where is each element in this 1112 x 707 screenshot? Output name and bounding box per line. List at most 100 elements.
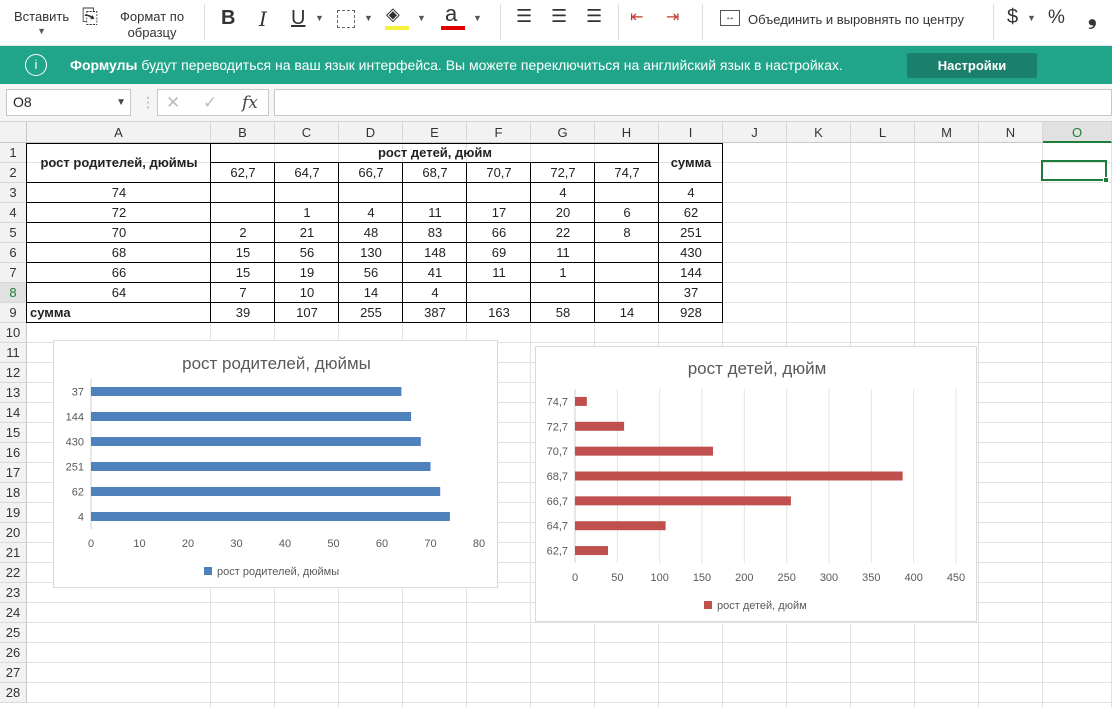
table-cell[interactable] [211, 203, 275, 223]
row-header-11[interactable]: 11 [0, 343, 27, 363]
table-cell[interactable]: 20 [555, 205, 571, 220]
column-total-cell[interactable]: 255 [360, 305, 382, 320]
cancel-icon[interactable]: ✕ [166, 93, 181, 112]
drag-handle-icon[interactable]: ⋮ [141, 94, 155, 110]
row-sum-cell[interactable]: 430 [680, 245, 702, 260]
table-cell[interactable]: 17 [491, 205, 507, 220]
column-total-cell[interactable]: 107 [296, 305, 318, 320]
row-header-10[interactable]: 10 [0, 323, 27, 343]
table-cell[interactable]: 6 [623, 205, 631, 220]
column-header-j[interactable]: J [723, 122, 787, 143]
row-header-19[interactable]: 19 [0, 503, 27, 523]
accept-icon[interactable]: ✓ [203, 93, 218, 112]
column-total-cell[interactable]: 387 [424, 305, 446, 320]
table-cell[interactable]: 8 [623, 225, 631, 240]
table-cell[interactable]: 4 [559, 185, 567, 200]
chevron-down-icon[interactable]: ▼ [116, 97, 126, 108]
table-cell[interactable]: 69 [491, 245, 507, 260]
table-cell[interactable]: 56 [363, 265, 379, 280]
column-header-g[interactable]: G [531, 122, 595, 143]
merge-center-icon[interactable]: ↔ [720, 10, 740, 26]
table-cell[interactable]: 1 [559, 265, 567, 280]
parent-height-cell[interactable]: 74 [111, 185, 127, 200]
column-header-l[interactable]: L [851, 122, 915, 143]
column-header-i[interactable]: I [659, 122, 723, 143]
table-cell[interactable]: 130 [360, 245, 382, 260]
row-header-18[interactable]: 18 [0, 483, 27, 503]
child-height-header[interactable]: 64,7 [294, 165, 320, 180]
table-cell[interactable]: 11 [428, 205, 442, 220]
fill-handle[interactable] [1103, 177, 1109, 183]
row-header-22[interactable]: 22 [0, 563, 27, 583]
column-header-f[interactable]: F [467, 122, 531, 143]
increase-indent-icon[interactable]: ⇥ [666, 9, 680, 26]
column-total-cell[interactable]: 14 [619, 305, 635, 320]
row-sum-cell[interactable]: 4 [687, 185, 695, 200]
row-header-23[interactable]: 23 [0, 583, 27, 603]
table-cell[interactable] [275, 183, 339, 203]
table-cell[interactable]: 10 [299, 285, 315, 300]
chevron-down-icon[interactable]: ▼ [315, 13, 324, 23]
row-sum-cell[interactable]: 251 [680, 225, 702, 240]
merge-center-button[interactable]: Объединить и выровнять по центру [748, 12, 964, 27]
select-all-corner[interactable] [0, 122, 27, 143]
fill-color-icon[interactable]: ◈ [386, 4, 400, 24]
table-cell[interactable]: 4 [367, 205, 375, 220]
align-left-icon[interactable]: ☰ [516, 6, 533, 26]
row-header-6[interactable]: 6 [0, 243, 27, 263]
align-right-icon[interactable]: ☰ [586, 6, 603, 26]
column-header-d[interactable]: D [339, 122, 403, 143]
parent-height-cell[interactable]: 64 [111, 285, 127, 300]
table-cell[interactable]: 15 [235, 265, 251, 280]
table-cell[interactable] [531, 283, 595, 303]
column-header-a[interactable]: A [27, 122, 211, 143]
row-header-25[interactable]: 25 [0, 623, 27, 643]
table-cell[interactable]: 15 [235, 245, 251, 260]
paste-button[interactable]: Вставить ▼ [14, 9, 69, 36]
child-height-header[interactable]: 66,7 [358, 165, 384, 180]
table-cell[interactable]: 4 [431, 285, 439, 300]
borders-icon[interactable] [337, 10, 355, 28]
italic-button[interactable]: I [259, 7, 267, 31]
table-cell[interactable]: 83 [427, 225, 443, 240]
name-box[interactable]: O8 ▼ [6, 89, 131, 116]
row-header-7[interactable]: 7 [0, 263, 27, 283]
selected-cell-indicator[interactable] [1041, 160, 1109, 183]
table-cell[interactable]: 56 [299, 245, 315, 260]
table-cell[interactable] [467, 183, 531, 203]
children-height-chart[interactable]: рост детей, дюйм 0 50 100 150 200 250 300 350 400… [535, 346, 977, 622]
row-header-1[interactable]: 1 [0, 143, 27, 163]
row-header-9[interactable]: 9 [0, 303, 27, 323]
row-header-2[interactable]: 2 [0, 163, 27, 183]
table-cell[interactable] [595, 283, 659, 303]
row-header-16[interactable]: 16 [0, 443, 27, 463]
table-cell[interactable]: 11 [556, 245, 570, 260]
comma-style-button[interactable]: ❟ [1088, 4, 1097, 29]
row-header-8[interactable]: 8 [0, 283, 27, 303]
table-cell[interactable] [211, 183, 275, 203]
child-height-header[interactable]: 70,7 [486, 165, 512, 180]
total-label[interactable]: сумма [30, 305, 71, 320]
column-total-cell[interactable]: 39 [235, 305, 251, 320]
table-cell[interactable] [595, 183, 659, 203]
parent-height-cell[interactable]: 68 [111, 245, 127, 260]
row-header-26[interactable]: 26 [0, 643, 27, 663]
table-cell[interactable]: 2 [239, 225, 247, 240]
format-painter-icon[interactable]: ⎘ [82, 6, 98, 28]
table-cell[interactable] [595, 263, 659, 283]
row-header-20[interactable]: 20 [0, 523, 27, 543]
column-header-m[interactable]: M [915, 122, 979, 143]
table-cell[interactable] [339, 183, 403, 203]
row-header-15[interactable]: 15 [0, 423, 27, 443]
row-header-14[interactable]: 14 [0, 403, 27, 423]
table-cell[interactable]: 1 [303, 205, 311, 220]
table-cell[interactable]: 19 [299, 265, 315, 280]
align-center-icon[interactable]: ☰ [551, 6, 568, 26]
row-header-5[interactable]: 5 [0, 223, 27, 243]
fx-icon[interactable]: fx [242, 93, 258, 113]
formula-input[interactable] [274, 89, 1112, 116]
table-cell[interactable] [595, 243, 659, 263]
parent-height-cell[interactable]: 66 [111, 265, 127, 280]
column-header-b[interactable]: B [211, 122, 275, 143]
grand-total-cell[interactable]: 928 [680, 305, 702, 320]
